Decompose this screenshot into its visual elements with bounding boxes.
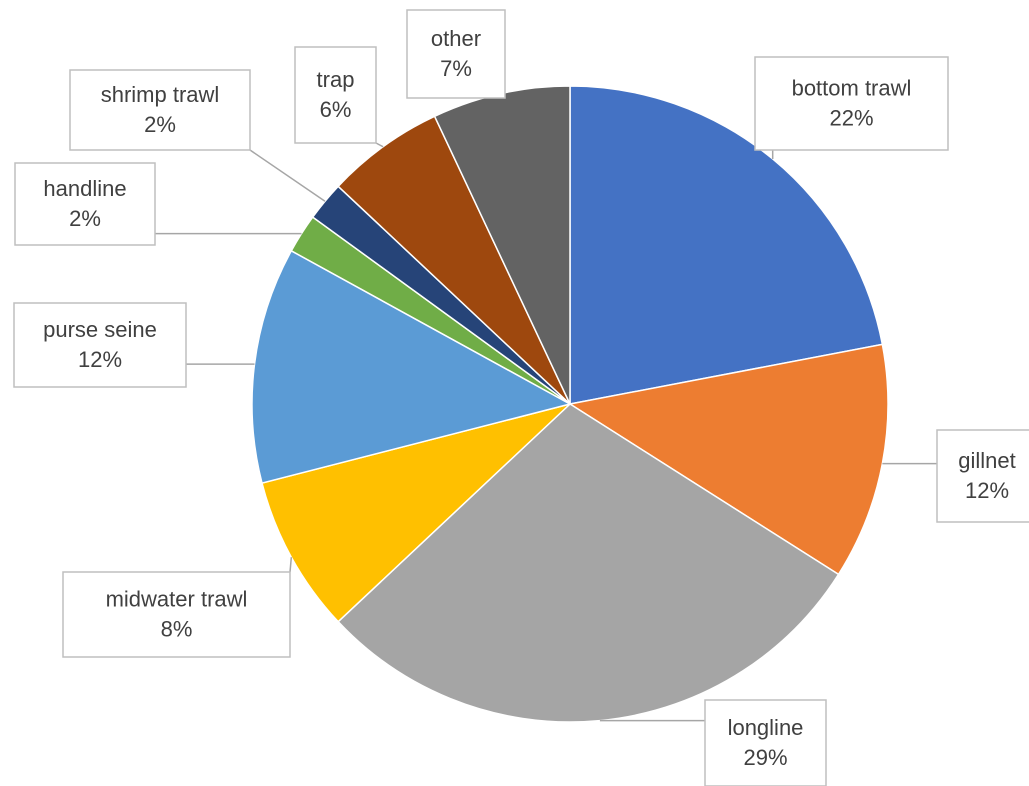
- label-box: [754, 56, 949, 151]
- slice-value-label: 2%: [144, 112, 176, 137]
- label-box: [936, 429, 1029, 523]
- leader-line: [375, 142, 384, 148]
- slice-label: midwater trawl: [106, 586, 248, 611]
- slice-label: bottom trawl: [792, 75, 912, 100]
- leader-line: [249, 149, 326, 202]
- label-box: [704, 699, 827, 786]
- slice-value-label: 8%: [161, 616, 193, 641]
- slice-label: longline: [728, 715, 804, 740]
- label-box: [62, 571, 291, 658]
- leader-line: [289, 557, 293, 573]
- pie-slice: [337, 115, 571, 405]
- slice-label: handline: [43, 176, 126, 201]
- slice-value-label: 6%: [320, 97, 352, 122]
- slice-value-label: 29%: [743, 745, 787, 770]
- slice-value-label: 7%: [440, 56, 472, 81]
- slice-label: trap: [317, 67, 355, 92]
- label-box: [14, 162, 156, 246]
- label-box: [13, 302, 187, 388]
- label-box: [406, 9, 506, 99]
- label-box: [69, 69, 251, 151]
- pie-slice: [251, 249, 573, 484]
- slice-label: other: [431, 26, 481, 51]
- pie-slice: [567, 343, 889, 576]
- slice-value-label: 22%: [829, 105, 873, 130]
- slice-value-label: 12%: [965, 478, 1009, 503]
- label-box: [294, 46, 377, 144]
- slice-value-label: 12%: [78, 347, 122, 372]
- pie-slice: [569, 85, 884, 405]
- slice-label: purse seine: [43, 317, 157, 342]
- slice-label: gillnet: [958, 448, 1015, 473]
- pie-slice: [261, 403, 571, 623]
- slice-label: shrimp trawl: [101, 82, 220, 107]
- pie-slice: [337, 403, 840, 723]
- slice-value-label: 2%: [69, 206, 101, 231]
